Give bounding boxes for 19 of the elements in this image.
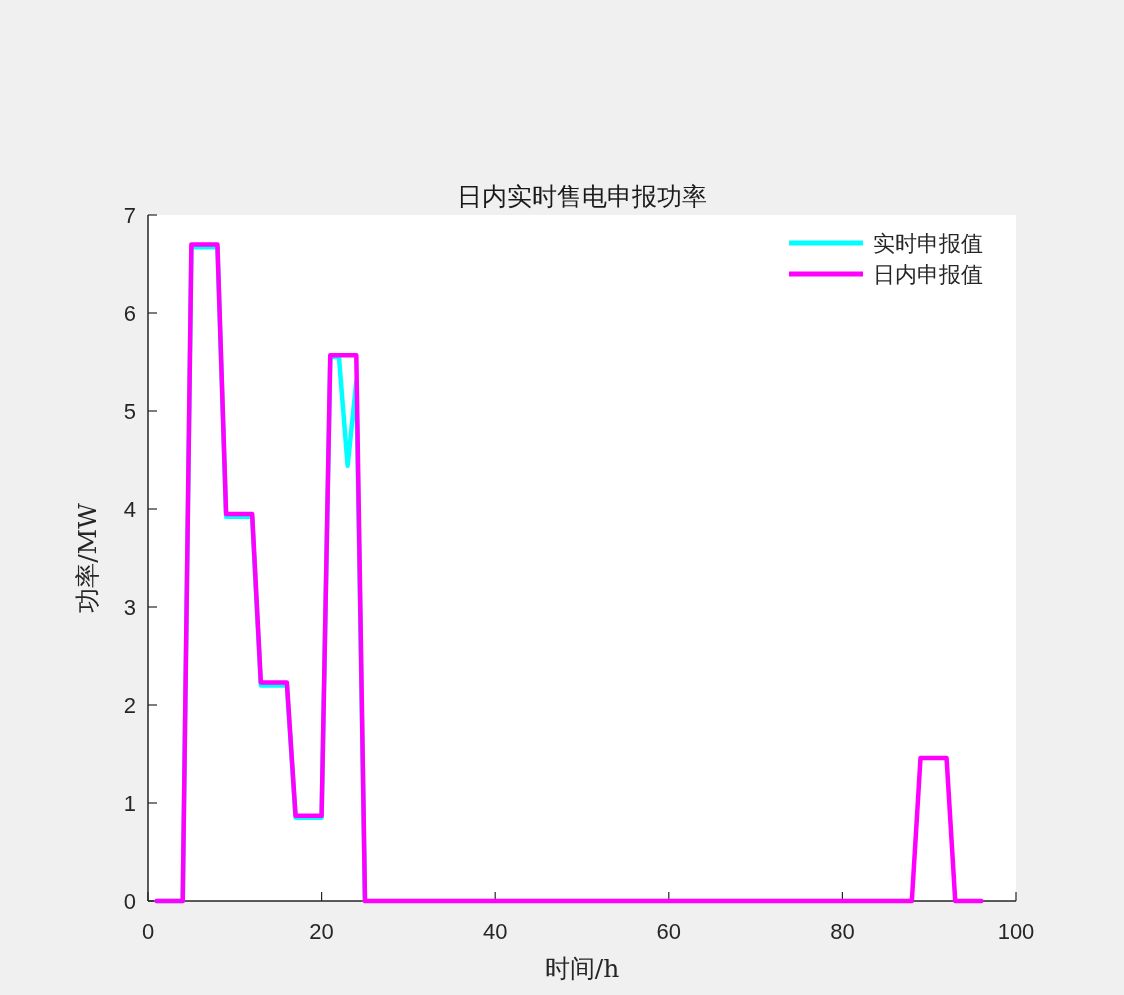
chart-title: 日内实时售电申报功率 bbox=[457, 182, 707, 211]
y-axis-title: 功率/MW bbox=[73, 502, 102, 613]
x-tick-label: 100 bbox=[997, 919, 1035, 944]
legend-label: 日内申报值 bbox=[873, 262, 983, 287]
y-tick-label: 6 bbox=[123, 301, 136, 326]
x-tick-label: 20 bbox=[309, 919, 334, 944]
x-axis-title: 时间/h bbox=[544, 954, 620, 983]
x-tick-label: 60 bbox=[656, 919, 682, 944]
y-tick-label: 4 bbox=[123, 497, 136, 522]
y-tick-label: 1 bbox=[123, 791, 136, 816]
y-tick-label: 5 bbox=[123, 399, 136, 424]
y-tick-label: 7 bbox=[123, 203, 136, 228]
y-tick-label: 2 bbox=[123, 693, 136, 718]
y-tick-label: 0 bbox=[123, 889, 136, 914]
x-tick-label: 40 bbox=[482, 919, 508, 944]
legend-label: 实时申报值 bbox=[873, 231, 983, 256]
y-tick-label: 3 bbox=[123, 595, 136, 620]
x-tick-label: 0 bbox=[141, 919, 155, 944]
x-tick-label: 80 bbox=[830, 919, 855, 944]
